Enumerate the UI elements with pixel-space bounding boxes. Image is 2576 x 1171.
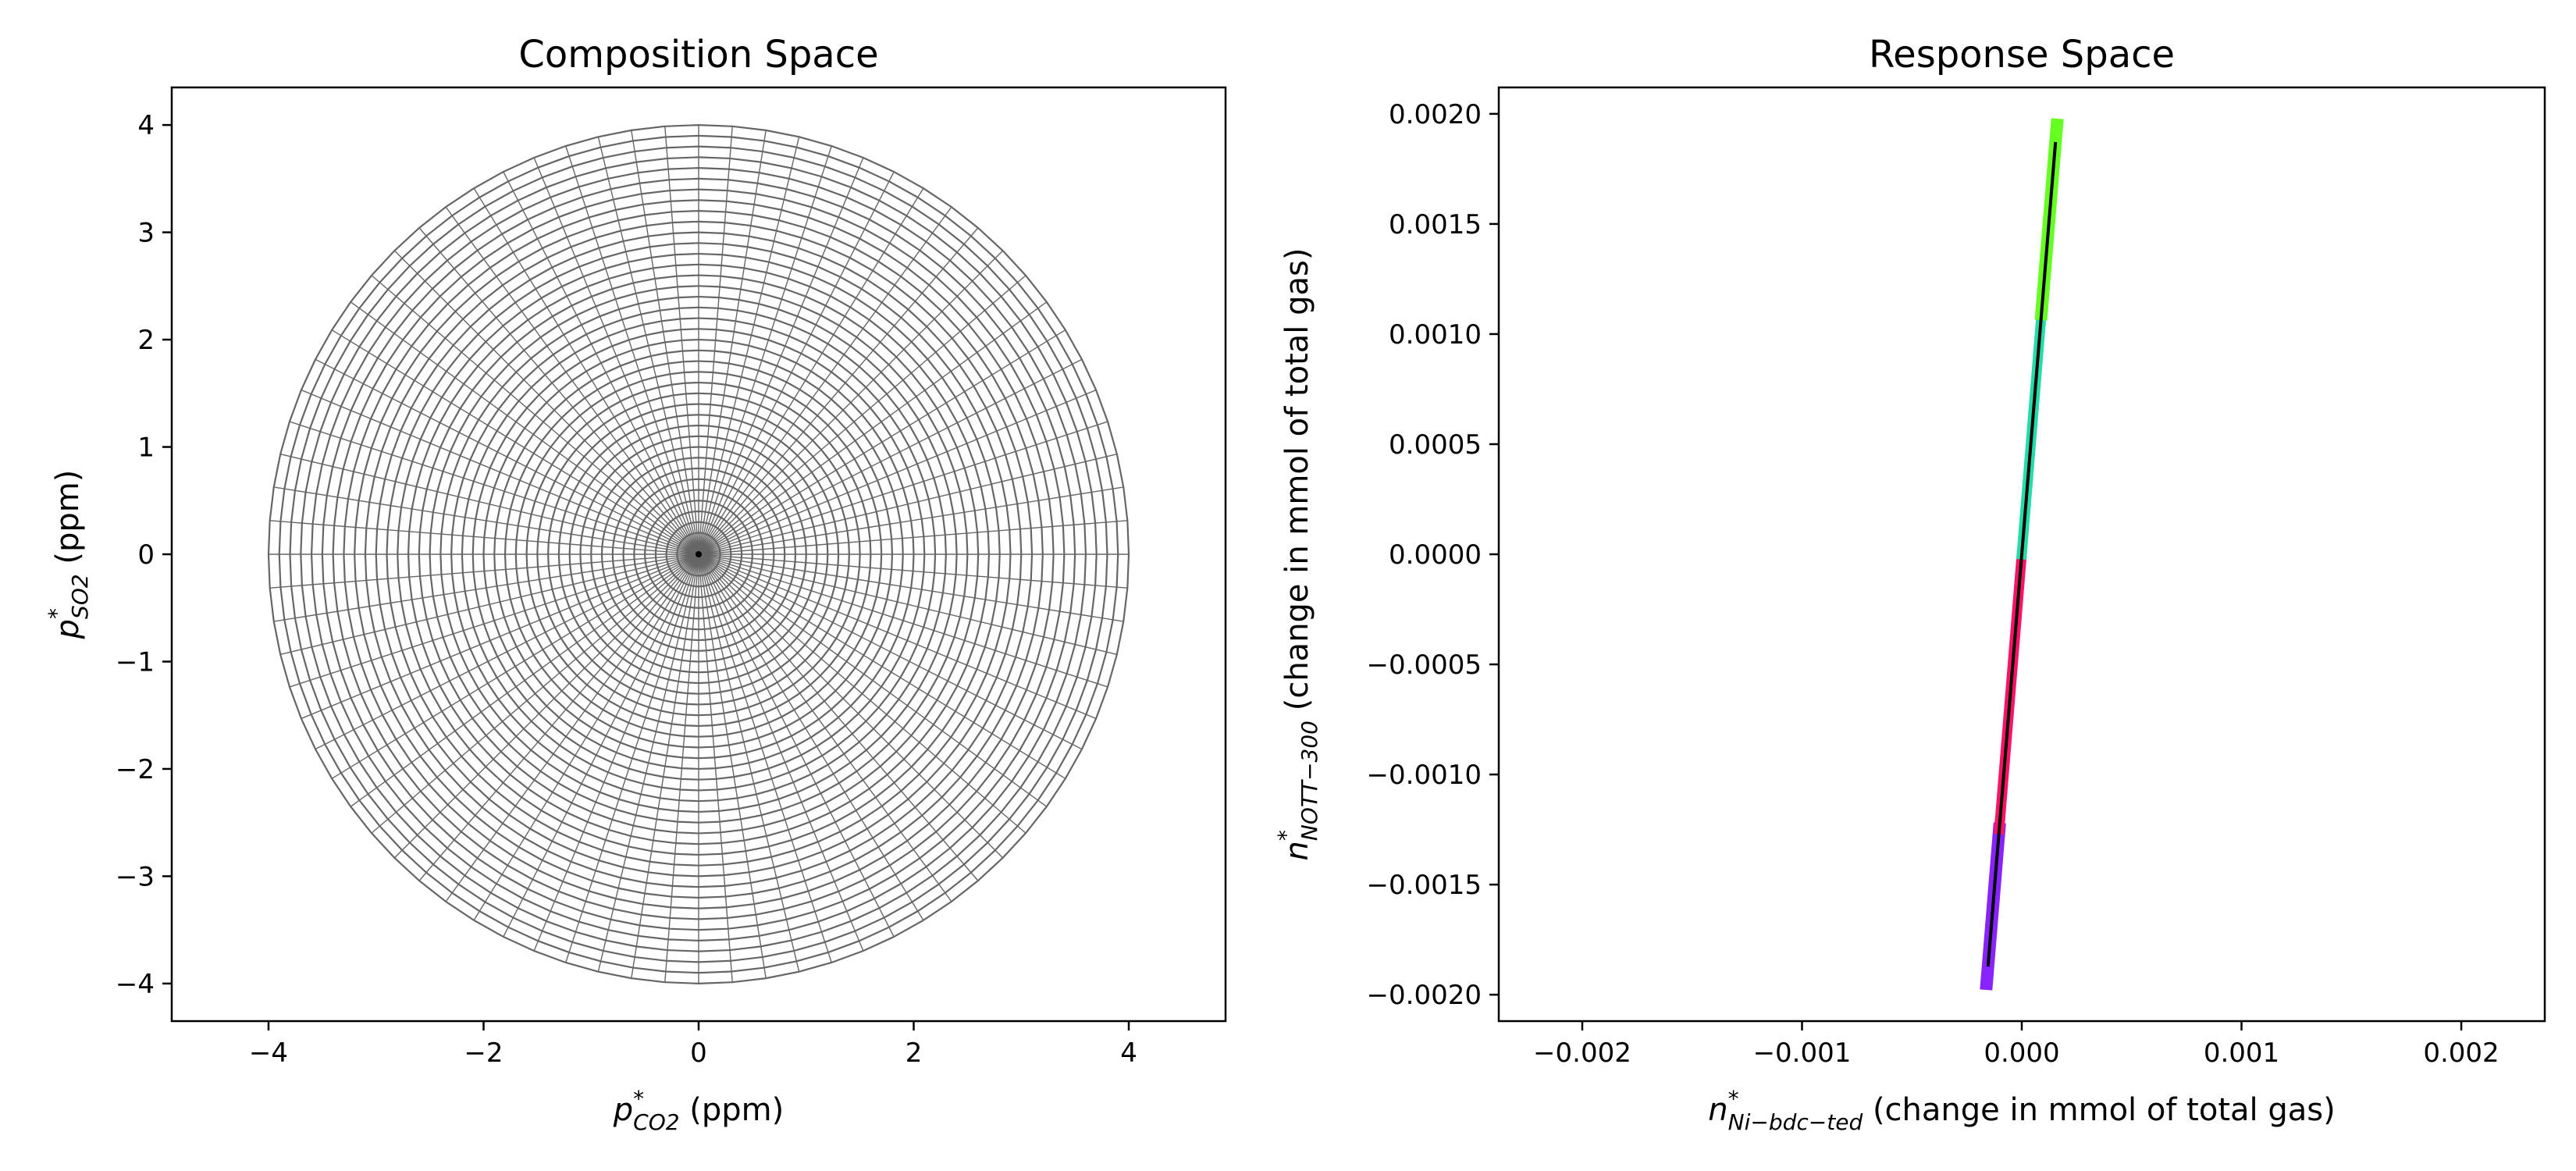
ring-line	[364, 220, 1034, 888]
y-tick-label: 4	[137, 110, 155, 141]
y-tick-label: 0.0010	[1389, 319, 1482, 351]
composition-space-chart: Composition Space −4 −2 0 2 4 −4−3−2−101234 …	[44, 33, 1227, 1135]
ring-line	[439, 295, 958, 813]
center-point	[696, 551, 702, 557]
y-tick-label: 2	[137, 325, 155, 356]
ring-line	[493, 349, 904, 760]
x-tick-label: 0	[690, 1038, 707, 1069]
y-axis-label: n*NOTT−300 (change in mmol of total gas)	[1273, 248, 1322, 861]
ring-line	[654, 510, 743, 599]
y-tick-label: 1	[137, 432, 155, 464]
ring-line	[536, 392, 861, 717]
ring-line	[568, 424, 829, 685]
ring-line	[644, 500, 753, 609]
plot-area	[1980, 118, 2064, 991]
ring-line	[600, 457, 797, 652]
ring-line	[503, 360, 894, 749]
x-tick-label: −0.001	[1753, 1038, 1852, 1069]
response-center-line	[1986, 141, 2058, 967]
y-tick-label: 3	[137, 218, 155, 249]
ring-line	[386, 242, 1012, 867]
y-axis-label: p*SO2 (ppm)	[44, 470, 93, 640]
x-axis-label: n* Ni−bdc−ted (change in mmol of total ga…	[1708, 1086, 2335, 1135]
y-tick-label: −1	[116, 646, 155, 678]
ring-line	[633, 489, 764, 620]
ring-line	[418, 274, 980, 835]
y-tick-label: −4	[116, 969, 155, 1000]
ring-line	[471, 328, 926, 781]
x-axis-label: p* CO2 (ppm)	[613, 1086, 784, 1135]
ring-line	[332, 188, 1066, 920]
ring-line	[407, 263, 991, 845]
y-tick-label: −2	[116, 754, 155, 785]
x-axis-ticks: −4 −2 0 2 4	[249, 1021, 1137, 1069]
x-tick-label: 4	[1120, 1038, 1137, 1069]
x-tick-label: −0.002	[1533, 1038, 1631, 1069]
ring-line	[590, 446, 807, 663]
response-space-chart: Response Space −0.002 −0.001 0.000 0.001 0.0…	[1273, 33, 2546, 1135]
ring-line	[321, 177, 1076, 931]
ring-line	[375, 231, 1023, 877]
ring-line	[525, 381, 872, 728]
chart-title: Response Space	[1869, 33, 2175, 77]
ring-line	[461, 317, 937, 792]
ring-line	[354, 209, 1044, 899]
ring-line	[676, 532, 721, 577]
y-axis-ticks: −4 −3 −2 −1 0 1 2 3 4	[116, 110, 172, 1000]
ring-line	[278, 134, 1119, 974]
ring-line	[482, 338, 915, 771]
ring-line	[450, 306, 947, 803]
y-tick-label: −0.0010	[1367, 760, 1482, 791]
chart-title: Composition Space	[518, 33, 878, 77]
x-tick-label: 0.000	[1984, 1038, 2059, 1069]
ring-line	[557, 414, 840, 695]
ring-line	[429, 285, 969, 824]
ring-line	[300, 156, 1098, 952]
y-axis-ticks: −0.0020 −0.0015 −0.0010 −0.0005 0.0000 0.0005…	[1367, 99, 1499, 1011]
ring-line	[611, 467, 786, 642]
ring-line	[397, 252, 1001, 856]
y-tick-label: 0	[137, 539, 155, 571]
x-tick-label: 0.002	[2423, 1038, 2499, 1069]
ring-line	[310, 166, 1087, 942]
y-tick-label: −0.0005	[1367, 650, 1482, 681]
ring-line	[267, 124, 1130, 984]
ring-line	[343, 199, 1055, 909]
ring-line	[579, 435, 818, 674]
x-tick-label: 0.001	[2204, 1038, 2279, 1069]
x-tick-label: 2	[906, 1038, 923, 1069]
ring-line	[665, 521, 732, 588]
y-tick-label: 0.0005	[1389, 429, 1482, 461]
y-tick-label: 0.0020	[1389, 99, 1482, 130]
ring-line	[514, 371, 883, 738]
y-tick-label: −0.0015	[1367, 870, 1482, 901]
y-tick-label: −3	[116, 861, 155, 892]
y-tick-label: −0.0020	[1367, 980, 1482, 1011]
ring-line	[289, 145, 1108, 963]
ring-line	[687, 543, 710, 566]
ring-line	[547, 403, 850, 706]
y-tick-label: 0.0000	[1389, 539, 1482, 571]
x-axis-ticks: −0.002 −0.001 0.000 0.001 0.002	[1533, 1021, 2500, 1069]
plot-area	[267, 124, 1130, 984]
ring-line	[622, 478, 775, 631]
x-tick-label: −2	[464, 1038, 503, 1069]
x-tick-label: −4	[249, 1038, 288, 1069]
y-tick-label: 0.0015	[1389, 209, 1482, 240]
